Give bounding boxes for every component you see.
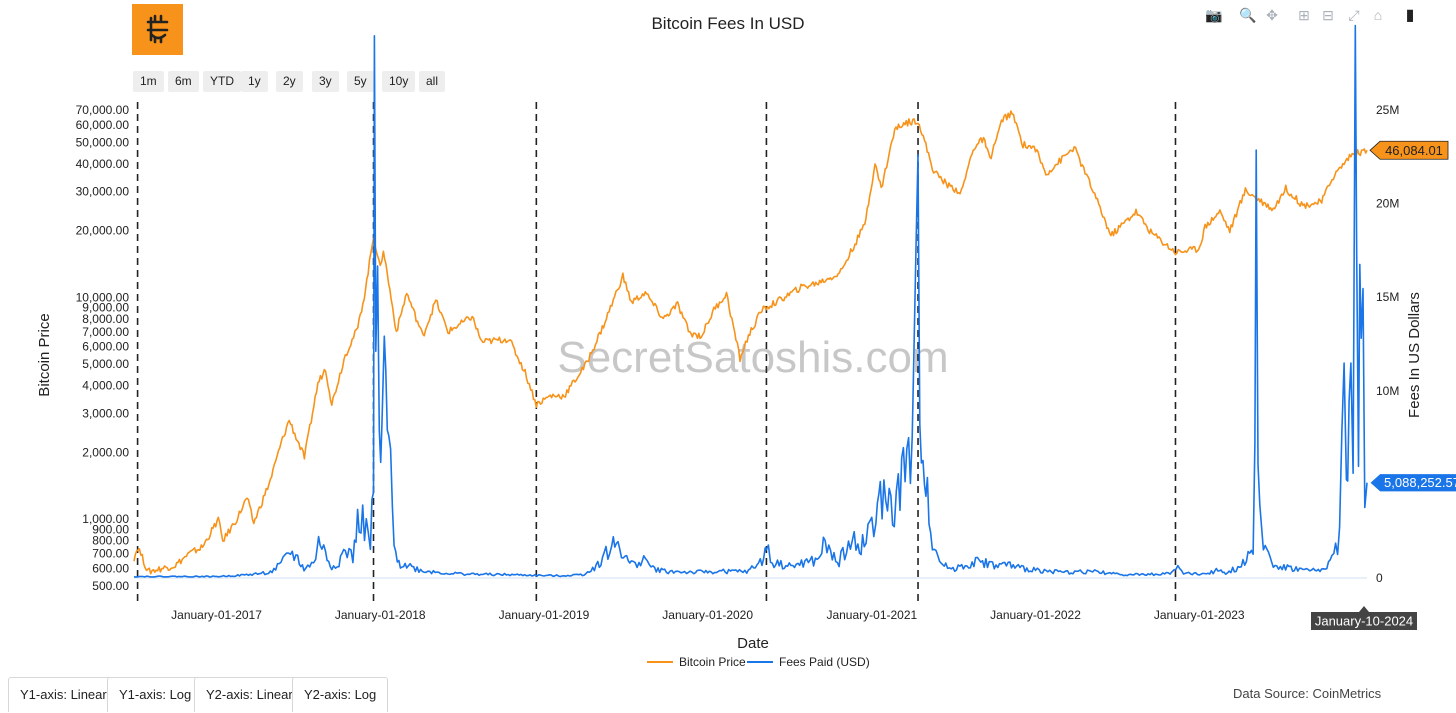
fees-hover-label-box [1369, 473, 1456, 493]
x-tick-label: January-01-2022 [990, 608, 1081, 622]
bitcoin-price-line[interactable] [133, 110, 1368, 575]
axis-tab-0[interactable]: Y1-axis: Linear [8, 677, 119, 712]
range-button-1y[interactable]: 1y [241, 71, 268, 92]
y-tick-label: 3,000.00 [82, 406, 129, 420]
y-tick-label: 20,000.00 [76, 224, 130, 238]
y2-axis-label: Fees In US Dollars [1406, 292, 1423, 418]
x-tick-label: January-01-2020 [662, 608, 753, 622]
axis-tab-1[interactable]: Y1-axis: Log [107, 677, 204, 712]
legend-item-0[interactable]: Bitcoin Price [647, 655, 746, 669]
y2-tick-label: 15M [1376, 290, 1399, 304]
x-axis-label: Date [737, 635, 769, 652]
y-tick-label: 9,000.00 [82, 301, 129, 315]
zoom-icon[interactable]: 🔍 [1239, 6, 1257, 23]
watermark-text: SecretSatoshis.com [557, 333, 948, 382]
y2-tick-label: 25M [1376, 103, 1399, 117]
range-button-1m[interactable]: 1m [133, 71, 164, 92]
x-tick-label: January-01-2018 [335, 608, 426, 622]
x-tick-label: January-01-2017 [171, 608, 262, 622]
price-hover-label-box [1369, 140, 1449, 160]
y-tick-label: 1,000.00 [82, 512, 129, 526]
chart-legend[interactable]: Bitcoin Price Fees Paid (USD) [647, 655, 870, 669]
y-tick-label: 60,000.00 [76, 118, 130, 132]
y-tick-label: 70,000.00 [76, 103, 130, 117]
y2-tick-label: 20M [1376, 197, 1399, 211]
y-tick-label: 6,000.00 [82, 340, 129, 354]
chart-title: Bitcoin Fees In USD [651, 14, 805, 33]
y-tick-label: 40,000.00 [76, 157, 130, 171]
data-source-note: Data Source: CoinMetrics [1233, 686, 1382, 701]
y-tick-label: 500.00 [92, 579, 129, 593]
reset-axes-icon[interactable]: ⌂ [1373, 7, 1383, 23]
plotly-logo-icon[interactable]: ▮ [1405, 7, 1415, 24]
x-tick-label: January-01-2019 [499, 608, 590, 622]
x-tick-label: January-01-2023 [1154, 608, 1245, 622]
range-button-5y[interactable]: 5y [347, 71, 374, 92]
y-tick-label: 800.00 [92, 534, 129, 548]
axis-tab-3[interactable]: Y2-axis: Log [292, 677, 389, 712]
legend-item-1[interactable]: Fees Paid (USD) [747, 655, 870, 669]
x-tick-label: January-01-2021 [826, 608, 917, 622]
camera-icon[interactable]: 📷 [1205, 6, 1223, 23]
y-tick-label: 5,000.00 [82, 357, 129, 371]
range-button-3y[interactable]: 3y [312, 71, 339, 92]
date-hover-label: January-10-2024 [1315, 614, 1413, 629]
y-tick-label: 10,000.00 [76, 290, 130, 304]
y2-tick-label: 0 [1376, 571, 1383, 585]
y-tick-label: 600.00 [92, 561, 129, 575]
y-tick-label: 30,000.00 [76, 185, 130, 199]
range-button-ytd[interactable]: YTD [203, 71, 241, 92]
range-button-6m[interactable]: 6m [168, 71, 199, 92]
date-hover-label-box [1311, 606, 1417, 630]
pan-icon[interactable]: ✥ [1266, 6, 1278, 23]
fees-paid-line[interactable] [134, 24, 1368, 578]
range-button-10y[interactable]: 10y [382, 71, 416, 92]
y-tick-label: 700.00 [92, 547, 129, 561]
y-tick-label: 50,000.00 [76, 135, 130, 149]
axis-tab-2[interactable]: Y2-axis: Linear [194, 677, 305, 712]
zoom-in-icon[interactable]: ⊞ [1298, 6, 1310, 23]
price-hover-label: 46,084.01 [1385, 143, 1443, 158]
y-tick-label: 900.00 [92, 522, 129, 536]
range-button-2y[interactable]: 2y [276, 71, 303, 92]
bitcoin-smile-logo [132, 4, 183, 55]
y-tick-label: 8,000.00 [82, 312, 129, 326]
fees-hover-label: 5,088,252.57 [1384, 475, 1456, 490]
zoom-out-icon[interactable]: ⊟ [1322, 6, 1334, 23]
y-tick-label: 4,000.00 [82, 379, 129, 393]
y-axis-label: Bitcoin Price [36, 313, 53, 396]
y2-tick-label: 10M [1376, 384, 1399, 398]
y-tick-label: 7,000.00 [82, 325, 129, 339]
legend-label: Fees Paid (USD) [779, 655, 870, 669]
range-button-all[interactable]: all [419, 71, 446, 92]
autoscale-icon[interactable]: ⤢ [1348, 6, 1360, 23]
legend-label: Bitcoin Price [679, 655, 746, 669]
y-tick-label: 2,000.00 [82, 445, 129, 459]
